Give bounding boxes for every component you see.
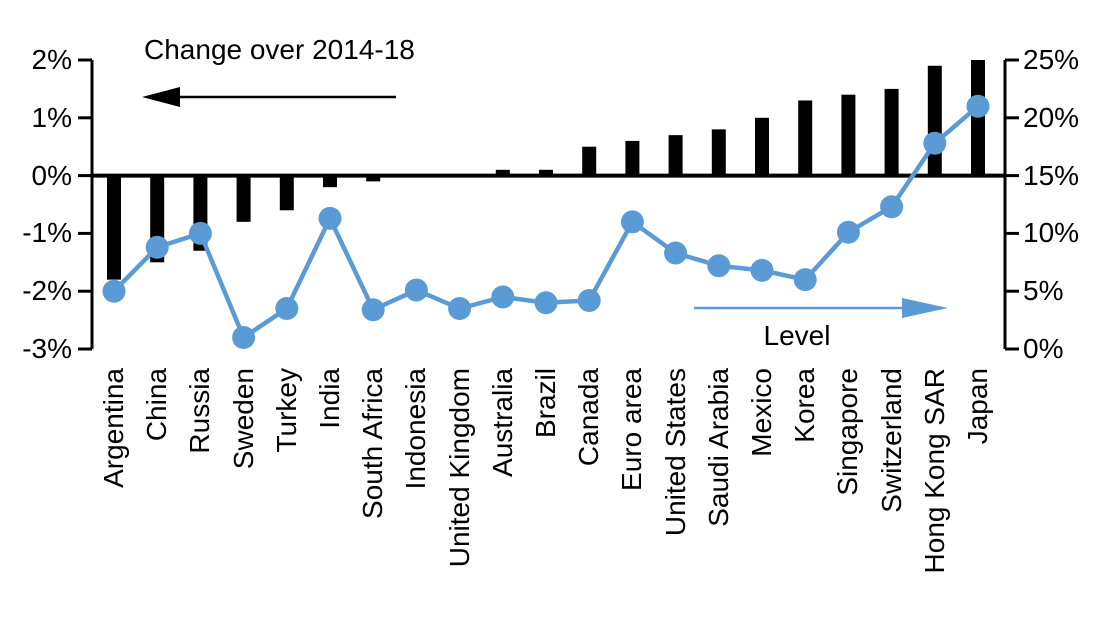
data-point-marker-20 [966,94,990,118]
data-point-marker-18 [880,195,904,219]
bar-0 [107,175,121,280]
data-point-marker-6 [361,298,385,322]
left-axis-tick-label: 2% [31,44,72,75]
x-axis-label-united-states: United States [659,368,691,537]
data-point-marker-17 [836,220,860,244]
x-axis-label-brazil: Brazil [530,368,561,439]
data-point-marker-7 [404,278,428,302]
data-point-marker-15 [750,258,774,282]
data-point-marker-0 [102,279,126,303]
x-axis-label-russia: Russia [184,368,216,454]
data-point-marker-19 [923,131,947,155]
bar-6 [366,175,381,182]
x-axis-label-korea: Korea [789,368,821,443]
x-axis-label-sweden: Sweden [227,368,259,470]
right-axis-tick-label: 25% [1023,44,1080,75]
x-axis-label-argentina: Argentina [98,368,129,488]
data-point-marker-3 [232,325,256,349]
bar-12 [625,140,640,176]
x-axis-label-singapore: Singapore [832,368,864,496]
x-axis-label-china: China [141,368,173,442]
right-axis-tick-label: 20% [1023,101,1080,133]
data-point-marker-5 [318,206,342,230]
left-axis-tick-label: 0% [31,159,72,191]
data-point-marker-2 [188,221,212,245]
x-axis-label-japan: Japan [962,368,993,445]
chart-title: Change over 2014-18 [144,34,415,65]
data-point-marker-14 [707,254,731,278]
bar-5 [323,175,337,188]
x-axis-label-saudi-arabia: Saudi Arabia [702,368,734,527]
x-axis-label-switzerland: Switzerland [875,368,907,513]
data-point-marker-10 [534,291,558,315]
data-point-marker-1 [145,235,169,259]
data-point-marker-8 [448,297,472,321]
data-point-marker-12 [620,210,644,234]
x-axis-label-hong-kong-sar: Hong Kong SAR [918,368,950,574]
bar-3 [236,175,251,222]
x-axis-label-turkey: Turkey [270,368,302,453]
data-point-marker-4 [275,297,299,321]
x-axis-label-australia: Australia [486,368,518,477]
left-arrow-annotation [140,85,400,109]
bar-10 [539,169,553,176]
right-axis-tick-label: 5% [1023,275,1064,307]
bar-17 [841,94,856,176]
x-axis-label-south-africa: South Africa [357,368,389,519]
x-axis-label-united-kingdom: United Kingdom [443,368,475,568]
x-axis-label-canada: Canada [573,368,605,467]
data-point-marker-9 [491,285,515,309]
right-arrow-icon [694,298,948,318]
right-arrow-annotation [692,296,950,320]
left-axis-tick-label: -3% [22,333,72,364]
bar-4 [279,175,294,211]
bar-14 [711,129,726,176]
bar-19 [927,65,942,176]
data-point-marker-13 [664,241,688,265]
left-arrow-icon [142,87,396,107]
bar-16 [798,100,813,176]
x-axis-label-india: India [314,368,345,429]
bar-11 [582,146,597,176]
left-axis-tick-label: -1% [22,217,72,249]
right-axis-tick-label: 15% [1023,159,1080,191]
data-point-marker-16 [793,268,817,292]
bar-20 [971,60,985,176]
bar-15 [755,117,769,176]
line-series-label: Level [763,320,831,351]
bar-13 [668,135,683,176]
left-axis-tick-label: -2% [22,275,72,307]
data-point-marker-11 [577,288,601,312]
right-axis-tick-label: 10% [1023,217,1080,249]
bar-9 [495,169,510,176]
right-axis-tick-label: 0% [1023,333,1064,364]
x-axis-label-indonesia: Indonesia [400,368,432,490]
x-axis-label-euro-area: Euro area [616,368,648,491]
bar-18 [884,88,899,176]
x-axis-label-mexico: Mexico [746,368,777,457]
left-axis-tick-label: 1% [31,101,72,133]
